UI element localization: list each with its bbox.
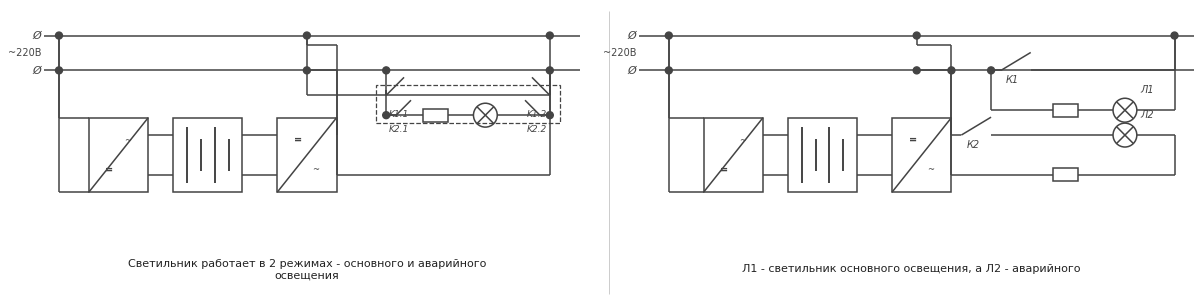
Bar bbox=[892, 118, 952, 192]
Text: =: = bbox=[720, 165, 728, 175]
Text: K2.1: K2.1 bbox=[389, 125, 409, 134]
Text: Ø: Ø bbox=[32, 30, 41, 41]
Bar bbox=[787, 118, 857, 192]
Bar bbox=[424, 109, 448, 122]
Bar bbox=[89, 118, 149, 192]
Circle shape bbox=[665, 32, 672, 39]
Text: ~: ~ bbox=[124, 135, 131, 145]
Text: K1.2: K1.2 bbox=[527, 110, 547, 119]
Text: Ø: Ø bbox=[628, 30, 636, 41]
Text: Светильник работает в 2 режимах - основного и аварийного
освещения: Светильник работает в 2 режимах - основн… bbox=[127, 259, 486, 280]
Text: Л1 - светильник основного освещения, а Л2 - аварийного: Л1 - светильник основного освещения, а Л… bbox=[743, 264, 1081, 274]
Circle shape bbox=[55, 67, 62, 74]
Circle shape bbox=[988, 67, 995, 74]
Bar bbox=[277, 118, 337, 192]
Text: К1: К1 bbox=[1006, 75, 1019, 85]
Text: Ø: Ø bbox=[628, 65, 636, 75]
Circle shape bbox=[665, 67, 672, 74]
Circle shape bbox=[383, 112, 390, 119]
Circle shape bbox=[546, 112, 553, 119]
Bar bbox=[173, 118, 242, 192]
Text: ~: ~ bbox=[312, 165, 319, 174]
Circle shape bbox=[546, 32, 553, 39]
Circle shape bbox=[546, 67, 553, 74]
Circle shape bbox=[913, 67, 920, 74]
Circle shape bbox=[304, 32, 311, 39]
Text: K1.1: K1.1 bbox=[389, 110, 409, 119]
Text: Л2: Л2 bbox=[1140, 110, 1153, 120]
Circle shape bbox=[948, 67, 955, 74]
Text: =: = bbox=[106, 165, 114, 175]
Bar bbox=[703, 118, 763, 192]
Text: K2.2: K2.2 bbox=[527, 125, 547, 134]
Text: =: = bbox=[294, 135, 302, 145]
Circle shape bbox=[1171, 32, 1178, 39]
Text: ~: ~ bbox=[739, 135, 745, 145]
Bar bbox=[377, 85, 559, 123]
Text: К2: К2 bbox=[966, 140, 979, 150]
Bar bbox=[1054, 104, 1078, 117]
Text: ~220В: ~220В bbox=[7, 48, 41, 58]
Text: =: = bbox=[908, 135, 917, 145]
Text: ~220В: ~220В bbox=[602, 48, 636, 58]
Circle shape bbox=[55, 32, 62, 39]
Text: Л1: Л1 bbox=[1140, 85, 1153, 95]
Text: ~: ~ bbox=[928, 165, 934, 174]
Bar bbox=[1054, 168, 1078, 181]
Circle shape bbox=[304, 67, 311, 74]
Circle shape bbox=[383, 67, 390, 74]
Circle shape bbox=[913, 32, 920, 39]
Text: Ø: Ø bbox=[32, 65, 41, 75]
